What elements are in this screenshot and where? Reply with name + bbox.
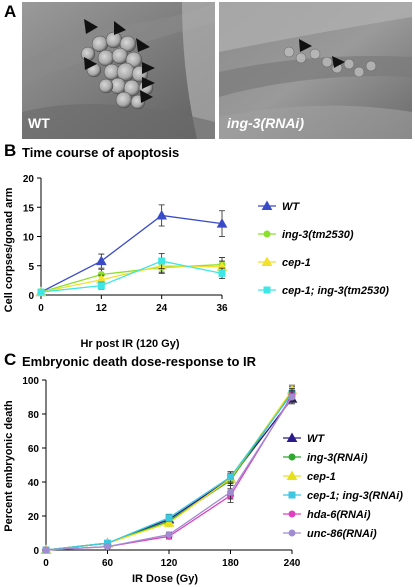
y-tick-label: 60 — [28, 444, 40, 455]
legend-label: cep-1 — [282, 257, 311, 269]
legend-marker — [286, 470, 298, 480]
legend-marker — [288, 491, 296, 499]
series-hda-6-rnai- — [42, 389, 296, 554]
legend-entry: hda-6(RNAi) — [283, 509, 371, 521]
legend-entry: cep-1 — [283, 470, 336, 483]
series-line — [45, 396, 293, 551]
y-tick-label: 0 — [33, 546, 39, 557]
legend-label: cep-1 — [307, 471, 336, 483]
series-cep-1-ing-3-rnai- — [42, 388, 296, 554]
data-point — [165, 514, 173, 522]
legend-label: cep-1; ing-3(tm2530) — [282, 285, 389, 297]
chart-embryonic-death: Percent embryonic death IR Dose (Gy) 0 20… — [3, 376, 403, 585]
panel-b-letter: B — [4, 141, 17, 160]
series-line — [40, 260, 223, 293]
legend-label: ing-3(tm2530) — [282, 229, 354, 241]
legend-entry: ing-3(RNAi) — [283, 452, 368, 464]
legend-label: ing-3(RNAi) — [307, 452, 368, 464]
chart-b-ylabel: Cell corpses/gonad arm — [3, 187, 15, 312]
y-tick-label: 20 — [23, 174, 35, 185]
legend-marker — [288, 510, 296, 518]
data-point — [227, 473, 234, 481]
series-ing-3-rnai- — [42, 386, 296, 554]
y-tick-label: 40 — [28, 478, 40, 489]
legend-entry: ing-3(tm2530) — [258, 229, 354, 241]
series-wt — [35, 204, 228, 297]
series-cep-1 — [40, 384, 298, 554]
y-tick-label: 0 — [28, 291, 34, 302]
legend-entry: cep-1; ing-3(RNAi) — [283, 490, 403, 502]
y-tick-label: 5 — [28, 262, 34, 273]
legend-entry: cep-1; ing-3(tm2530) — [258, 285, 389, 297]
data-point — [156, 209, 168, 220]
panel-c-title: Embryonic death dose-response to IR — [22, 354, 257, 369]
x-tick-label: 120 — [161, 558, 178, 569]
x-tick-label: 60 — [102, 558, 114, 569]
legend-marker — [263, 230, 271, 238]
series-unc-86-rnai- — [42, 391, 296, 554]
series-cep-1-ing-3-tm2530- — [37, 253, 226, 296]
micrograph-wt-label: WT — [28, 115, 50, 131]
data-point — [42, 546, 50, 554]
legend-entry: WT — [258, 200, 300, 213]
data-point — [37, 288, 45, 296]
legend-marker — [261, 256, 273, 266]
data-point — [95, 255, 107, 266]
legend-label: WT — [282, 201, 300, 213]
legend-label: cep-1; ing-3(RNAi) — [307, 490, 403, 502]
series-line — [45, 398, 293, 551]
chart-c-xlabel: IR Dose (Gy) — [132, 573, 198, 585]
chart-apoptosis: Cell corpses/gonad arm Hr post IR (120 G… — [3, 174, 389, 350]
legend-marker — [261, 200, 273, 210]
data-point — [97, 282, 105, 290]
legend-marker — [286, 432, 298, 442]
x-tick-label: 0 — [38, 303, 44, 314]
y-tick-label: 80 — [28, 410, 40, 421]
data-point — [163, 517, 175, 527]
legend-label: hda-6(RNAi) — [307, 509, 371, 521]
data-point — [227, 488, 234, 496]
legend-marker — [288, 529, 296, 537]
data-point — [158, 257, 166, 265]
panel-a-letter: A — [4, 2, 17, 21]
x-tick-label: 24 — [156, 303, 168, 314]
micrograph-ing3-rnai: ing-3(RNAi) — [219, 2, 412, 139]
legend-label: unc-86(RNAi) — [307, 528, 377, 540]
data-point — [288, 393, 296, 401]
data-point — [218, 269, 226, 277]
series-wt — [40, 393, 298, 554]
data-point — [216, 218, 228, 228]
x-tick-label: 0 — [43, 558, 49, 569]
legend-entry: cep-1 — [258, 256, 311, 269]
y-tick-label: 15 — [23, 203, 35, 214]
data-point — [165, 531, 173, 539]
legend-entry: unc-86(RNAi) — [283, 528, 377, 540]
micrograph-wt: WT — [22, 2, 215, 139]
legend-marker — [263, 286, 271, 294]
x-tick-label: 36 — [216, 303, 228, 314]
y-tick-label: 20 — [28, 512, 40, 523]
panel-b-title: Time course of apoptosis — [22, 145, 180, 160]
data-point — [104, 543, 111, 551]
legend-marker — [288, 453, 296, 461]
chart-c-ylabel: Percent embryonic death — [3, 400, 15, 532]
series-line — [40, 265, 223, 293]
series-line — [40, 214, 223, 293]
x-tick-label: 12 — [96, 303, 108, 314]
panel-c-letter: C — [4, 350, 17, 369]
x-tick-label: 180 — [222, 558, 239, 569]
y-tick-label: 10 — [23, 233, 35, 244]
legend-entry: WT — [283, 432, 325, 445]
micrograph-ing3-label: ing-3(RNAi) — [227, 115, 304, 131]
y-tick-label: 100 — [22, 376, 39, 387]
chart-b-xlabel: Hr post IR (120 Gy) — [80, 338, 179, 350]
legend-label: WT — [307, 433, 325, 445]
x-tick-label: 240 — [284, 558, 301, 569]
